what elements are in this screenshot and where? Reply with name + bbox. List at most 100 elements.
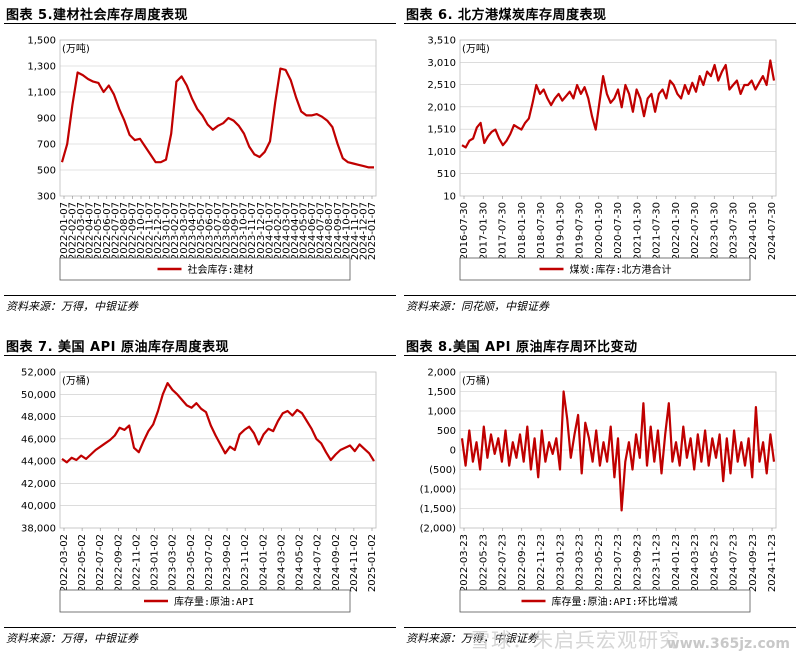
y-tick-label: 2,510 — [427, 80, 456, 91]
y-tick-label: 50,000 — [21, 390, 56, 401]
chart-panel-api-crude-inventory: 图表 7. 美国 API 原油库存周度表现 38,000 40,000 42,000… — [0, 332, 400, 664]
x-tick-label: 2024-01-30 — [748, 202, 759, 260]
y-tick-label: (500) — [429, 465, 456, 476]
x-tick-label: 2024-09-02 — [331, 534, 342, 592]
series-line — [461, 59, 776, 149]
divider — [4, 295, 396, 296]
x-tick-label: 2023-11-23 — [652, 534, 663, 592]
x-tick-label: 2024-04-07 — [290, 202, 301, 260]
x-tick-label: 2018-07-30 — [536, 202, 547, 260]
y-tick-label: 1,000 — [427, 407, 456, 418]
y-tick-label: 2,010 — [427, 102, 456, 113]
x-tick-label: 2024-06-07 — [307, 202, 318, 260]
x-tick-label: 2022-09-23 — [517, 534, 528, 592]
x-tick-label: 2024-11-07 — [350, 202, 361, 260]
x-tick-label: 2022-05-07 — [93, 202, 104, 260]
divider — [4, 627, 396, 628]
x-tick-label: 2021-07-30 — [652, 202, 663, 260]
unit-label: (万吨) — [62, 42, 90, 55]
x-tick-label: 2023-09-23 — [632, 534, 643, 592]
unit-label: (万吨) — [462, 42, 490, 55]
series-line — [60, 67, 374, 169]
x-tick-label: 2022-03-23 — [459, 534, 470, 592]
divider — [4, 23, 396, 24]
x-tick-label: 2018-01-30 — [517, 202, 528, 260]
x-tick-label: 2023-09-07 — [230, 202, 241, 260]
y-tick-label: (1,500) — [420, 504, 457, 515]
x-tick-label: 2022-11-07 — [145, 202, 156, 260]
x-tick-label: 2023-03-23 — [575, 534, 586, 592]
x-tick-label: 2023-01-23 — [555, 534, 566, 592]
y-tick-label: 52,000 — [21, 368, 56, 379]
x-tick-label: 2025-01-07 — [367, 202, 378, 260]
watermark-text: 雪球：朱启兵宏观研究 — [470, 628, 680, 652]
x-tick-label: 2023-07-07 — [213, 202, 224, 260]
x-tick-label: 2023-07-02 — [204, 534, 215, 592]
chart-plot: 38,000 40,000 42,000 44,000 46,000 48,000 50,0… — [21, 368, 378, 613]
x-tick-label: 2020-01-30 — [594, 202, 605, 260]
watermark-url: www.365jz.com — [666, 636, 790, 652]
x-tick-label: 2023-11-07 — [247, 202, 258, 260]
divider — [4, 355, 396, 356]
divider — [404, 23, 796, 24]
chart-plot: (2,000) (1,500) (1,000) (500) 0 500 1,000 1,500… — [420, 368, 778, 613]
y-tick-label: 500 — [437, 426, 456, 437]
x-tick-label: 2019-01-30 — [555, 202, 566, 260]
x-tick-label: 2023-01-02 — [150, 534, 161, 592]
y-tick-label: 300 — [37, 192, 56, 203]
chart-panel-north-port-coal: 图表 6. 北方港煤炭库存周度表现 10 510 1,010 1,510 2,010 2,… — [400, 0, 800, 332]
y-tick-label: (1,000) — [420, 485, 457, 496]
y-tick-label: 3,510 — [427, 36, 456, 47]
x-tick-label: 2022-05-02 — [77, 534, 88, 592]
x-tick-label: 2022-11-23 — [536, 534, 547, 592]
x-tick-label: 2022-04-07 — [85, 202, 96, 260]
y-tick-label: 38,000 — [21, 524, 56, 535]
x-tick-label: 2022-02-07 — [68, 202, 79, 260]
x-tick-label: 2023-01-07 — [162, 202, 173, 260]
x-tick-label: 2023-03-07 — [179, 202, 190, 260]
x-tick-label: 2022-07-30 — [690, 202, 701, 260]
y-tick-label: 1,510 — [427, 125, 456, 136]
plot-frame — [459, 39, 777, 197]
chart-source: 资料来源：同花顺，中银证券 — [406, 300, 549, 313]
x-tick-label: 2024-03-02 — [276, 534, 287, 592]
legend-box — [59, 589, 351, 613]
plot-frame — [59, 371, 377, 529]
x-tick-label: 2024-11-02 — [349, 534, 360, 592]
divider — [404, 627, 796, 628]
y-tick-label: 2,000 — [427, 368, 456, 379]
x-tick-label: 2024-01-02 — [258, 534, 269, 592]
x-tick-label: 2022-08-07 — [119, 202, 130, 260]
x-tick-label: 2017-01-30 — [478, 202, 489, 260]
x-tick-label: 2024-11-23 — [767, 534, 778, 592]
chart-title: 图表 5.建材社会库存周度表现 — [6, 8, 189, 23]
x-tick-label: 2023-10-07 — [239, 202, 250, 260]
x-tick-label: 2022-09-07 — [127, 202, 138, 260]
x-tick-label: 2024-07-02 — [313, 534, 324, 592]
unit-label: (万桶) — [462, 374, 490, 387]
x-tick-label: 2024-07-23 — [729, 534, 740, 592]
x-tick-label: 2024-09-07 — [333, 202, 344, 260]
chart-source: 资料来源：万得，中银证券 — [6, 300, 138, 313]
x-tick-label: 2023-06-07 — [204, 202, 215, 260]
x-tick-label: 2022-07-23 — [498, 534, 509, 592]
divider — [404, 295, 796, 296]
x-tick-label: 2022-07-07 — [110, 202, 121, 260]
y-tick-label: 1,500 — [427, 387, 456, 398]
x-tick-label: 2024-10-07 — [341, 202, 352, 260]
x-tick-label: 2024-09-23 — [748, 534, 759, 592]
legend-box — [459, 589, 751, 613]
chart-panel-building-materials: 图表 5.建材社会库存周度表现 300 500 700 900 1,100 1,300 1,… — [0, 0, 400, 332]
chart-title: 图表 8.美国 API 原油库存周环比变动 — [406, 340, 638, 355]
y-tick-label: 900 — [37, 114, 56, 125]
x-tick-label: 2021-01-30 — [632, 202, 643, 260]
series-line — [460, 390, 776, 512]
y-tick-label: 3,010 — [427, 58, 456, 69]
x-tick-label: 2023-03-02 — [168, 534, 179, 592]
chart-title: 图表 7. 美国 API 原油库存周度表现 — [6, 340, 230, 355]
legend-label: 煤炭:库存:北方港合计 — [570, 263, 672, 276]
chart-source: 资料来源：万得，中银证券 — [6, 632, 138, 645]
chart-source: 资料来源：万得，中银证券 — [406, 632, 538, 645]
x-tick-label: 2023-08-07 — [222, 202, 233, 260]
x-tick-label: 2023-02-07 — [170, 202, 181, 260]
